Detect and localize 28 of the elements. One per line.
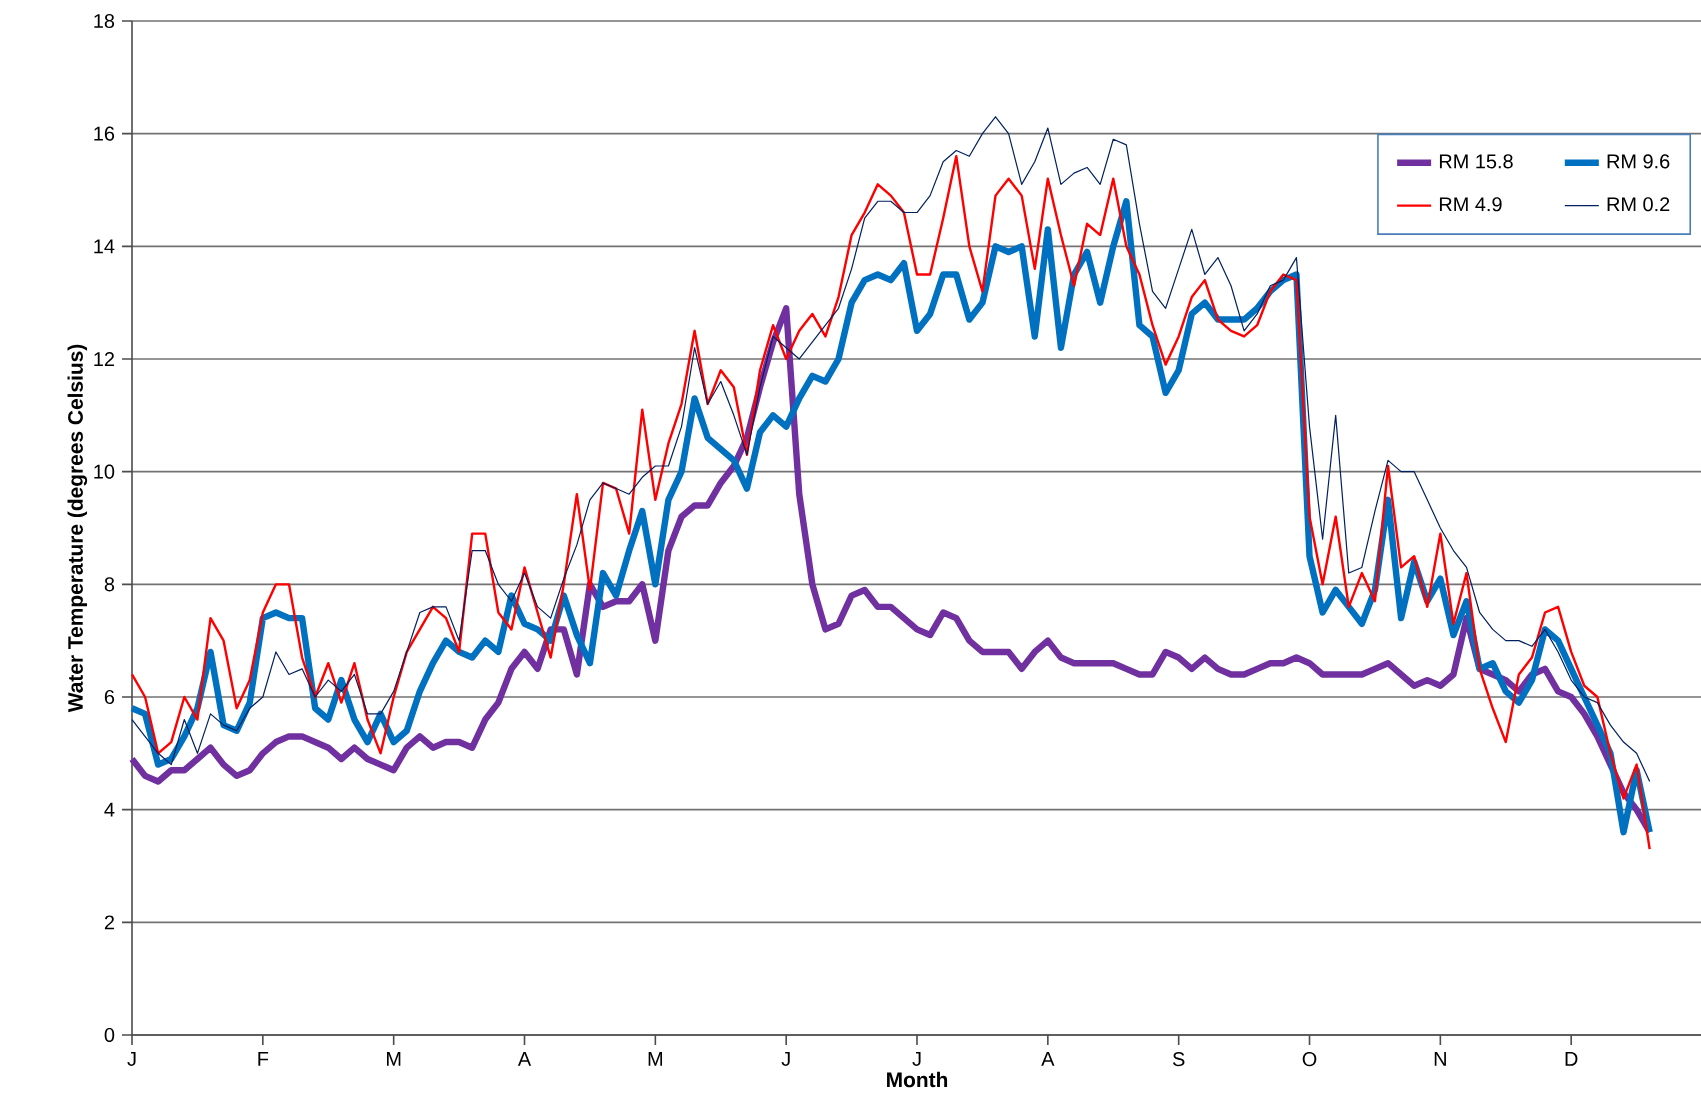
y-tick-label: 14 <box>94 239 115 254</box>
x-tick-label: M <box>387 1052 401 1066</box>
x-tick-label: J <box>781 1052 790 1066</box>
x-tick-label: N <box>1434 1052 1446 1066</box>
x-tick-label: F <box>258 1052 269 1066</box>
legend-label: RM 9.6 <box>1607 154 1670 169</box>
y-tick-label: 2 <box>104 915 114 930</box>
y-tick-label: 6 <box>104 689 115 705</box>
x-tick-label: J <box>912 1052 921 1066</box>
x-tick-label: A <box>517 1052 532 1066</box>
legend-label: RM 0.2 <box>1607 197 1670 212</box>
legend-label: RM 15.8 <box>1439 154 1513 169</box>
x-tick-label: O <box>1302 1052 1317 1067</box>
y-tick-label: 18 <box>94 13 115 29</box>
x-tick-label: S <box>1172 1052 1185 1067</box>
x-axis-title: Month <box>887 1071 948 1088</box>
x-tick-label: D <box>1565 1052 1578 1066</box>
x-tick-label: M <box>648 1052 663 1066</box>
x-tick-label: J <box>127 1052 136 1066</box>
x-tick-label: A <box>1041 1052 1055 1066</box>
legend-label: RM 4.9 <box>1439 197 1502 212</box>
y-tick-label: 12 <box>94 352 114 366</box>
y-axis-title: Water Temperature (degrees Celsius) <box>67 344 88 713</box>
y-tick-label: 0 <box>104 1027 115 1043</box>
y-tick-label: 4 <box>104 802 115 817</box>
y-tick-label: 16 <box>94 126 115 141</box>
y-tick-label: 10 <box>94 464 115 479</box>
y-tick-label: 8 <box>104 577 115 592</box>
